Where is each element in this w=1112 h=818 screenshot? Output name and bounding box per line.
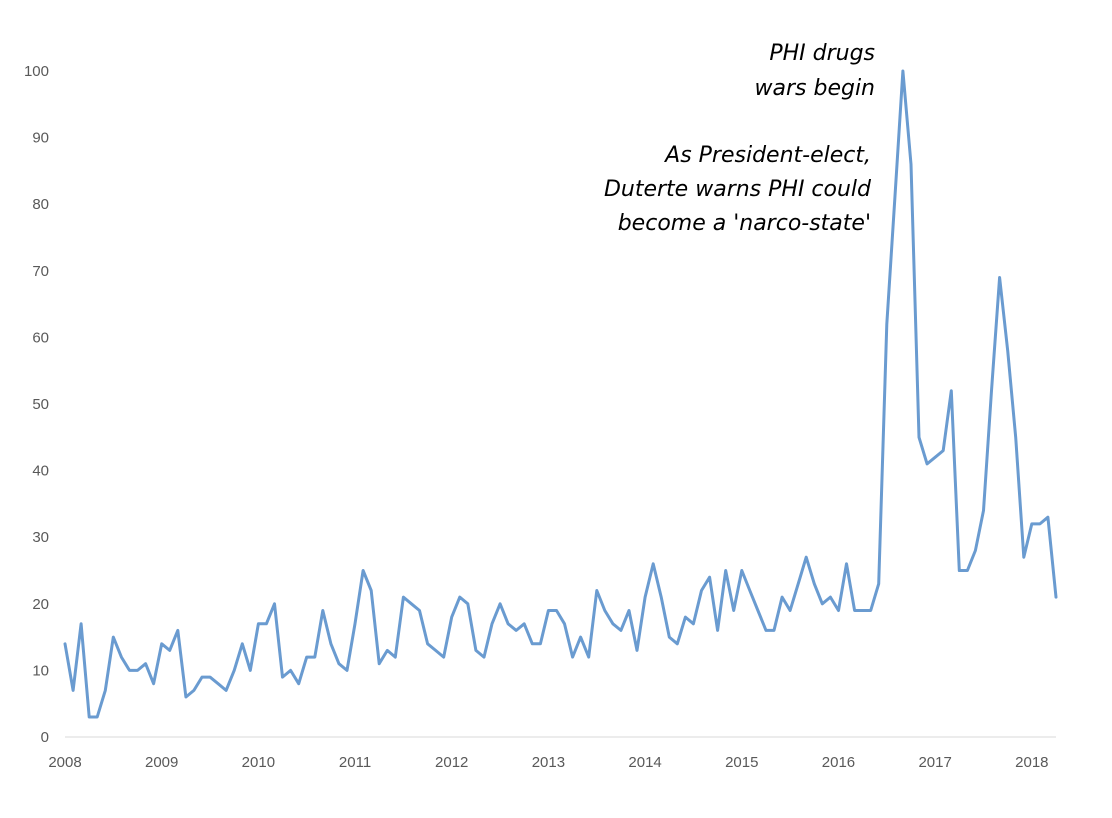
y-tick-label: 60	[32, 329, 49, 346]
y-tick-label: 90	[32, 130, 49, 147]
y-tick-label: 70	[32, 263, 49, 280]
annotation-narco-state-line-3: become a 'narco-state'	[618, 211, 871, 236]
annotation-drugs-war-line-2: wars begin	[755, 76, 876, 101]
x-tick-label: 2013	[532, 754, 565, 771]
y-tick-label: 50	[32, 396, 49, 413]
x-tick-label: 2018	[1015, 754, 1048, 771]
x-tick-label: 2011	[339, 754, 371, 771]
y-tick-label: 20	[32, 596, 49, 613]
y-tick-label: 0	[41, 729, 49, 746]
annotation-narco-state-line-1: As President-elect,	[663, 143, 871, 168]
x-tick-label: 2015	[725, 754, 758, 771]
series-line	[63, 69, 1058, 719]
y-tick-label: 10	[32, 662, 49, 679]
x-tick-label: 2009	[145, 754, 178, 771]
annotations: PHI drugs wars begin As President-elect,…	[604, 41, 875, 236]
y-tick-label: 40	[32, 463, 49, 480]
x-tick-label: 2014	[628, 754, 661, 771]
axes: 0 10 20 30 40 50 60 70 80 90 100 2008 2009 2010 2011 20…	[24, 63, 1056, 771]
series-group	[63, 69, 1058, 719]
annotation-drugs-war-line-1: PHI drugs	[769, 41, 875, 66]
y-tick-label: 100	[24, 63, 49, 80]
x-tick-label: 2017	[918, 754, 951, 771]
annotation-narco-state-line-2: Duterte warns PHI could	[604, 177, 872, 202]
y-tick-label: 30	[32, 529, 49, 546]
x-tick-label: 2016	[822, 754, 855, 771]
x-tick-label: 2012	[435, 754, 468, 771]
x-tick-label: 2008	[48, 754, 81, 771]
x-tick-label: 2010	[242, 754, 275, 771]
y-tick-label: 80	[32, 196, 49, 213]
